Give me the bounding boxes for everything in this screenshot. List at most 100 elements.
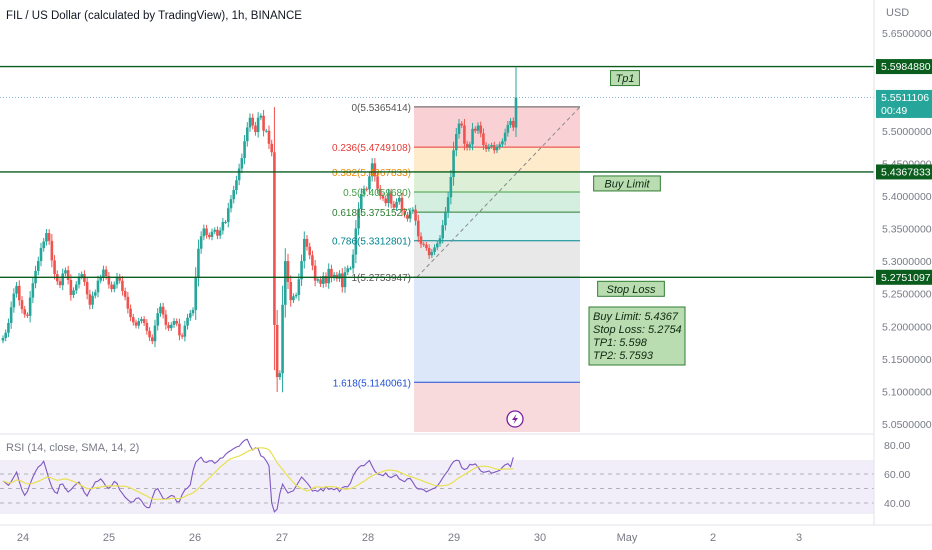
candle-body <box>264 130 268 132</box>
candle-body <box>226 208 230 222</box>
candle-body <box>28 297 32 316</box>
note-line-buy-limit: Buy Limit: 5.4367 <box>593 311 679 323</box>
fib-label: 1.618(5.1140061) <box>333 378 411 389</box>
candle-body <box>186 317 189 326</box>
candle-body <box>145 322 149 331</box>
candle-body <box>102 269 105 278</box>
candle-body <box>427 248 431 256</box>
time-tick-label: May <box>617 532 638 544</box>
candle-body <box>137 321 141 326</box>
candle-body <box>129 308 132 318</box>
fibonacci-retracement-zones[interactable] <box>414 106 581 432</box>
candle-body <box>498 144 502 148</box>
candle-body <box>319 279 322 284</box>
candle-body <box>438 238 442 244</box>
time-tick-label: 2 <box>710 532 716 544</box>
candle-body <box>224 221 227 223</box>
price-axis[interactable]: 5.65000005.55000005.50000005.45000005.40… <box>873 0 932 550</box>
fib-label: 0.618(5.3751527) <box>332 208 411 219</box>
time-axis[interactable]: 24 25 26 27 28 29 30 May 2 3 <box>0 524 932 544</box>
candle-body <box>419 236 423 245</box>
lightning-icon[interactable] <box>506 410 524 428</box>
candle-body <box>191 309 195 314</box>
candle-body <box>251 117 255 126</box>
price-tick-label: 5.0500000 <box>882 419 932 431</box>
candle-body <box>373 163 377 177</box>
candle-body <box>53 260 56 275</box>
price-tick-label: 5.6500000 <box>882 28 932 40</box>
candle-body <box>4 332 8 338</box>
candle-body <box>213 229 217 232</box>
candle-body <box>509 120 512 125</box>
candle-body <box>444 212 447 226</box>
candle-body <box>463 125 466 144</box>
candle-body <box>511 120 515 128</box>
candle-body <box>400 197 404 211</box>
candle-body <box>422 244 426 246</box>
candle-body <box>454 134 458 151</box>
candle-body <box>17 285 21 301</box>
candle-body <box>354 228 358 255</box>
level-tag-box <box>593 175 661 192</box>
candle-body <box>45 233 48 242</box>
candle-body <box>85 281 89 295</box>
horizontal-levels[interactable]: Tp1 Buy Limit Stop Loss <box>0 65 874 297</box>
candle-body <box>9 307 13 323</box>
candle-body <box>26 314 29 316</box>
candle-body <box>91 295 94 305</box>
candle-body <box>107 276 111 285</box>
trade-plan-note[interactable]: Buy Limit: 5.4367 Stop Loss: 5.2754 TP1:… <box>588 306 686 366</box>
candle-body <box>316 279 320 281</box>
candle-body <box>482 133 485 146</box>
candle-body <box>256 117 260 133</box>
candle-body <box>305 238 309 247</box>
candle-body <box>237 168 241 181</box>
fib-label: 0.382(5.4367833) <box>332 168 411 179</box>
price-label: 5.4367833 <box>881 166 931 178</box>
candle-body <box>216 229 219 236</box>
candle-body <box>286 261 290 282</box>
level-tag-label: Tp1 <box>616 73 635 85</box>
candle-body <box>23 309 27 315</box>
time-tick-label: 28 <box>362 532 374 544</box>
rsi-tick-label: 60.00 <box>884 469 910 481</box>
price-label: 5.5984880 <box>881 61 931 73</box>
candle-body <box>433 247 436 252</box>
time-tick-label: 25 <box>103 532 115 544</box>
candle-body <box>199 236 203 249</box>
candle-body <box>156 313 160 326</box>
candle-body <box>346 268 350 273</box>
candle-body <box>99 277 103 281</box>
price-tick-label: 5.1000000 <box>882 386 932 398</box>
candle-body <box>349 268 352 270</box>
candle-body <box>479 125 483 134</box>
price-label-box <box>876 59 932 75</box>
note-line-tp2: TP2: 5.7593 <box>593 350 654 362</box>
candle-body <box>88 294 92 305</box>
candlestick-series <box>1 88 518 393</box>
note-line-stop-loss: Stop Loss: 5.2754 <box>593 324 682 336</box>
candle-body <box>77 276 81 285</box>
candle-body <box>357 208 360 229</box>
candle-body <box>248 117 252 128</box>
candle-body <box>150 337 154 342</box>
candle-body <box>294 294 298 297</box>
fib-zone-4 <box>414 212 580 241</box>
candle-body <box>259 115 263 118</box>
level-tag-label: Buy Limit <box>604 178 650 190</box>
candle-body <box>446 197 450 213</box>
candle-body <box>473 128 477 131</box>
candle-body <box>72 290 75 295</box>
candle-body <box>159 306 162 314</box>
fib-trend-line <box>416 106 581 278</box>
candle-body <box>514 97 518 128</box>
candle-body <box>338 273 341 279</box>
time-tick-label: 30 <box>534 532 546 544</box>
candle-body <box>61 273 65 286</box>
candle-body <box>468 144 472 148</box>
candle-body <box>207 235 211 237</box>
candle-body <box>66 270 70 280</box>
candle-body <box>172 321 176 325</box>
candle-body <box>365 188 369 190</box>
price-tick-label: 5.5000000 <box>882 126 932 138</box>
